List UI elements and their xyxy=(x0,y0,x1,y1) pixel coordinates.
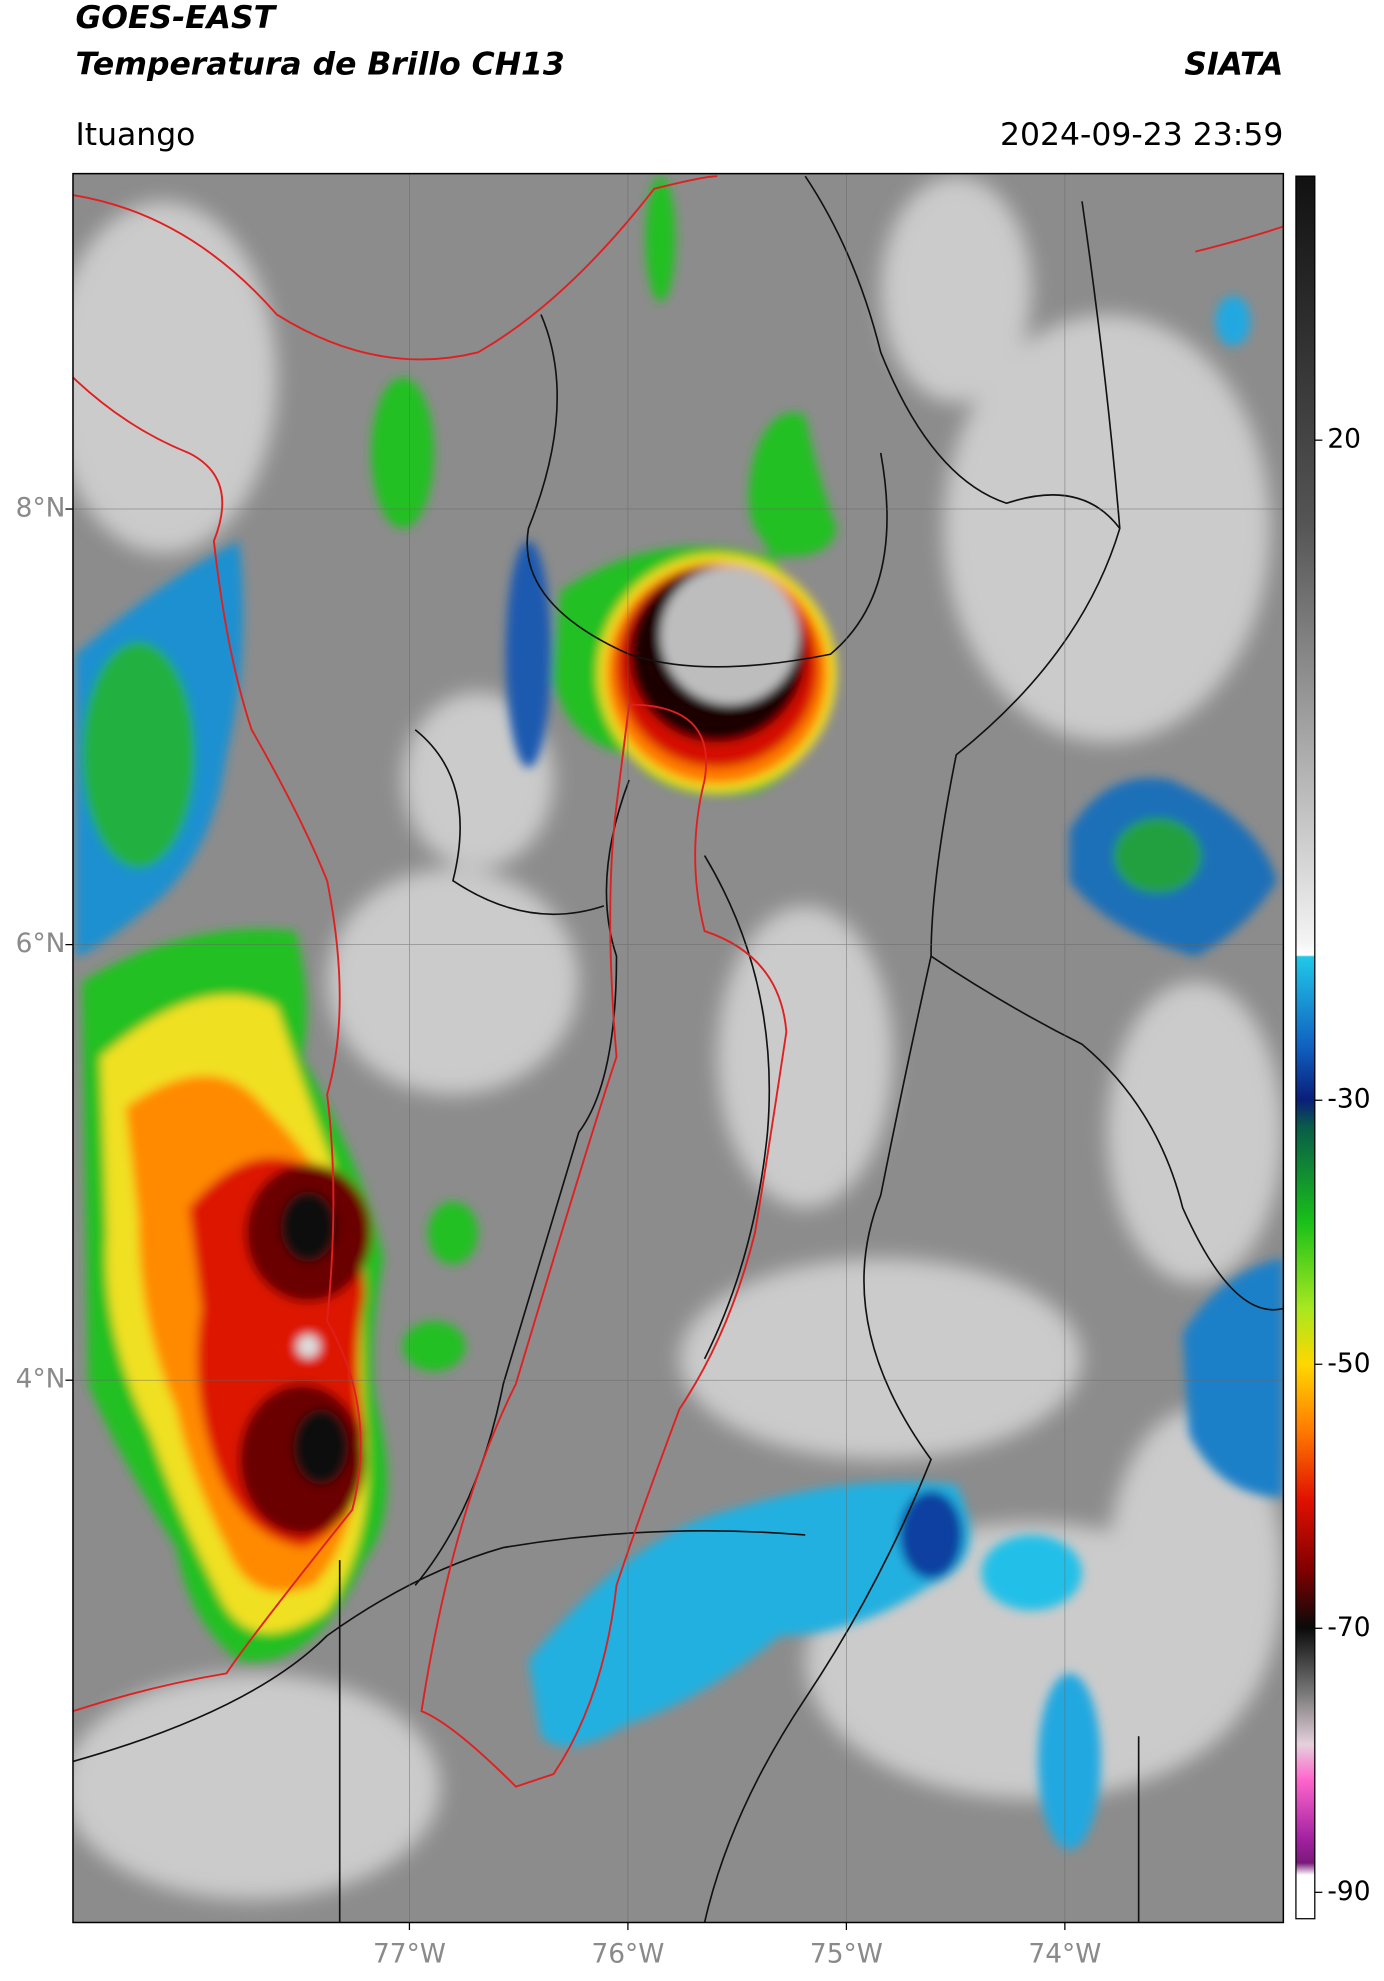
x-tick-label: 75°W xyxy=(810,1939,883,1970)
datetime: 2024-09-23 23:59 xyxy=(1000,117,1283,153)
colorbar-tick-label: -50 xyxy=(1327,1348,1370,1379)
subtitle: Temperatura de Brillo CH13 xyxy=(75,46,564,82)
y-tick-label: 4°N xyxy=(16,1364,66,1395)
x-tick-label: 77°W xyxy=(373,1939,446,1970)
colorbar-tick-label: -90 xyxy=(1327,1876,1370,1907)
title: GOES-EAST xyxy=(75,0,277,36)
satellite-image xyxy=(72,173,1284,1923)
colorbar-tick-label: -30 xyxy=(1327,1084,1370,1115)
x-tick-label: 74°W xyxy=(1028,1939,1101,1970)
x-tick-label: 76°W xyxy=(591,1939,664,1970)
colorbar-tick-label: 20 xyxy=(1327,424,1361,455)
source: SIATA xyxy=(1184,46,1283,82)
colorbar xyxy=(1295,175,1316,1920)
y-tick-label: 8°N xyxy=(16,493,66,524)
y-tick-label: 6°N xyxy=(16,928,66,959)
map-frame xyxy=(72,172,1285,1924)
location: Ituango xyxy=(75,117,195,153)
colorbar-tick-label: -70 xyxy=(1327,1612,1370,1643)
